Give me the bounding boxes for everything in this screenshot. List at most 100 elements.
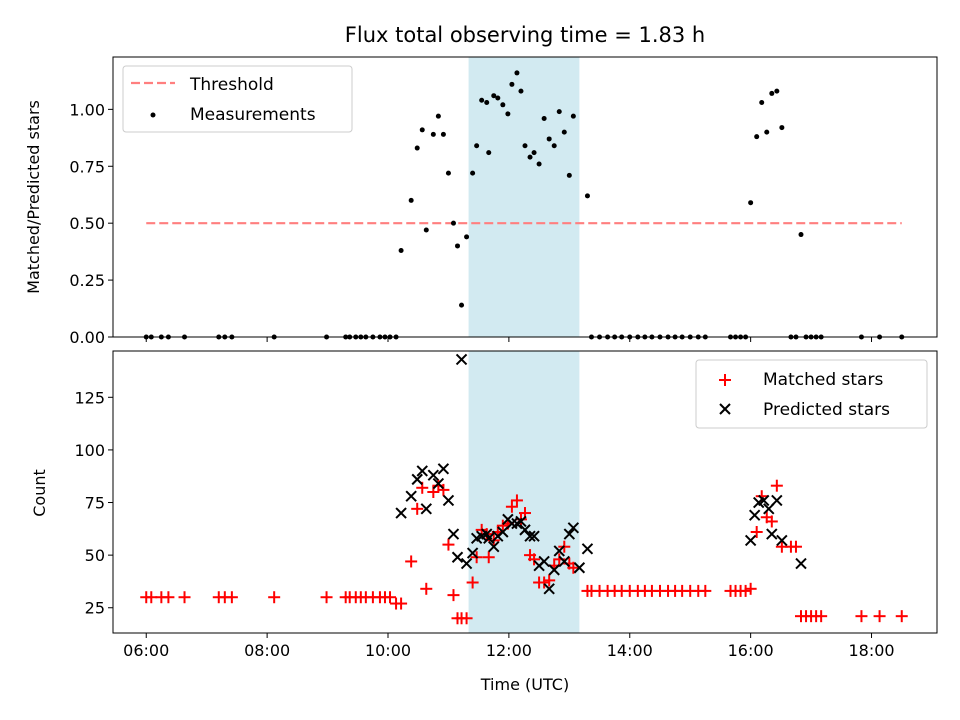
matched-star-point: [699, 584, 712, 597]
matched-star-point: [420, 582, 433, 595]
bottom-matched-points: [140, 479, 908, 625]
measurement-point: [486, 150, 492, 156]
predicted-star-point: [437, 463, 450, 475]
measurement-point: [445, 170, 451, 176]
matched-star-point: [895, 610, 908, 623]
y-tick-label: 25: [85, 599, 105, 618]
y-tick-label: 50: [85, 546, 105, 565]
x-tick-label: 12:00: [486, 641, 532, 660]
measurement-point: [450, 220, 456, 226]
matched-star-point: [178, 591, 191, 604]
predicted-star-point: [543, 583, 555, 595]
matched-star-point: [162, 591, 175, 604]
measurement-point: [430, 131, 436, 137]
matched-star-point: [437, 483, 450, 496]
matched-star-point: [405, 555, 418, 568]
measurement-point: [484, 100, 490, 106]
matched-star-point: [765, 515, 778, 528]
x-tick-label: 10:00: [365, 641, 411, 660]
predicted-star-point: [455, 353, 468, 366]
measurement-point: [531, 150, 537, 156]
matched-star-point: [528, 553, 541, 566]
predicted-star-point: [766, 528, 778, 540]
predicted-star-point: [405, 490, 417, 502]
measurement-point: [408, 197, 414, 203]
bottom-x-ticks: 06:00 08:00 10:00 12:00 14:00 16:00 18:00: [123, 633, 895, 660]
top-panel: Flux total observing time = 1.83 h Match…: [24, 23, 938, 347]
predicted-star-point: [451, 551, 464, 563]
predicted-star-point: [442, 494, 455, 507]
matched-star-point: [505, 500, 518, 513]
measurement-point: [566, 172, 572, 178]
y-tick-label: 0.25: [69, 271, 105, 290]
matched-star-point: [815, 610, 828, 623]
predicted-star-point: [466, 547, 479, 559]
matched-star-point: [510, 494, 523, 507]
top-x-ticks: [145, 337, 873, 342]
predicted-star-point: [744, 534, 757, 547]
measurement-point: [769, 90, 775, 96]
y-tick-label: 0.75: [69, 157, 105, 176]
matched-star-point: [744, 582, 757, 595]
matched-star-point: [873, 610, 886, 623]
legend-threshold-label: Threshold: [189, 75, 274, 95]
predicted-star-point: [524, 530, 536, 542]
measurement-point: [748, 200, 754, 206]
x-tick-label: 16:00: [728, 641, 774, 660]
legend-matched-swatch: [719, 374, 731, 386]
predicted-star-point: [506, 517, 518, 530]
matched-star-point: [411, 502, 424, 515]
predicted-star-point: [528, 530, 540, 542]
measurement-point: [464, 234, 470, 240]
x-tick-label: 18:00: [848, 641, 894, 660]
measurement-point: [459, 302, 465, 308]
measurement-point: [522, 143, 528, 149]
matched-star-point: [460, 612, 473, 625]
measurement-point: [774, 88, 780, 94]
measurement-point: [398, 247, 404, 253]
matched-star-point: [770, 479, 783, 492]
legend-measurements-label: Measurements: [190, 105, 316, 125]
matched-star-point: [384, 591, 397, 604]
matched-star-point: [466, 576, 479, 589]
predicted-star-point: [758, 494, 770, 507]
predicted-star-point: [432, 477, 445, 490]
predicted-star-point: [771, 494, 783, 507]
bottom-legend: Matched stars Predicted stars: [695, 359, 928, 429]
predicted-star-point: [497, 526, 509, 538]
y-tick-label: 75: [85, 494, 105, 513]
predicted-star-point: [795, 557, 807, 570]
predicted-star-point: [581, 543, 594, 555]
matched-star-point: [750, 525, 763, 538]
legend-matched-label: Matched stars: [763, 370, 883, 390]
matched-star-point: [496, 519, 509, 532]
bottom-legend-box: [695, 359, 928, 429]
predicted-star-point: [573, 562, 586, 574]
y-tick-label: 1.00: [69, 100, 105, 119]
measurement-point: [518, 88, 524, 94]
bottom-x-axis-label: Time (UTC): [480, 675, 569, 694]
bottom-y-ticks: 25 50 75 100 125: [74, 388, 113, 618]
predicted-star-point: [567, 522, 580, 534]
matched-star-point: [789, 540, 802, 553]
legend-measurements-swatch: [150, 112, 156, 118]
top-plot-frame: [112, 56, 938, 338]
predicted-star-point: [558, 555, 570, 568]
measurement-point: [514, 70, 520, 76]
predicted-star-point: [488, 541, 500, 553]
measurement-point: [419, 127, 425, 133]
measurement-point: [546, 136, 552, 142]
matched-star-point: [225, 591, 238, 604]
measurement-point: [764, 129, 770, 135]
matched-star-point: [543, 574, 556, 587]
measurement-point: [500, 102, 506, 108]
predicted-star-point: [553, 545, 565, 557]
matched-star-point: [482, 551, 495, 564]
predicted-star-point: [395, 507, 407, 519]
y-tick-label: 0.00: [69, 328, 105, 347]
matched-star-point: [855, 610, 868, 623]
measurement-point: [414, 145, 420, 151]
measurement-point: [455, 243, 461, 249]
top-chart-title: Flux total observing time = 1.83 h: [345, 23, 705, 47]
